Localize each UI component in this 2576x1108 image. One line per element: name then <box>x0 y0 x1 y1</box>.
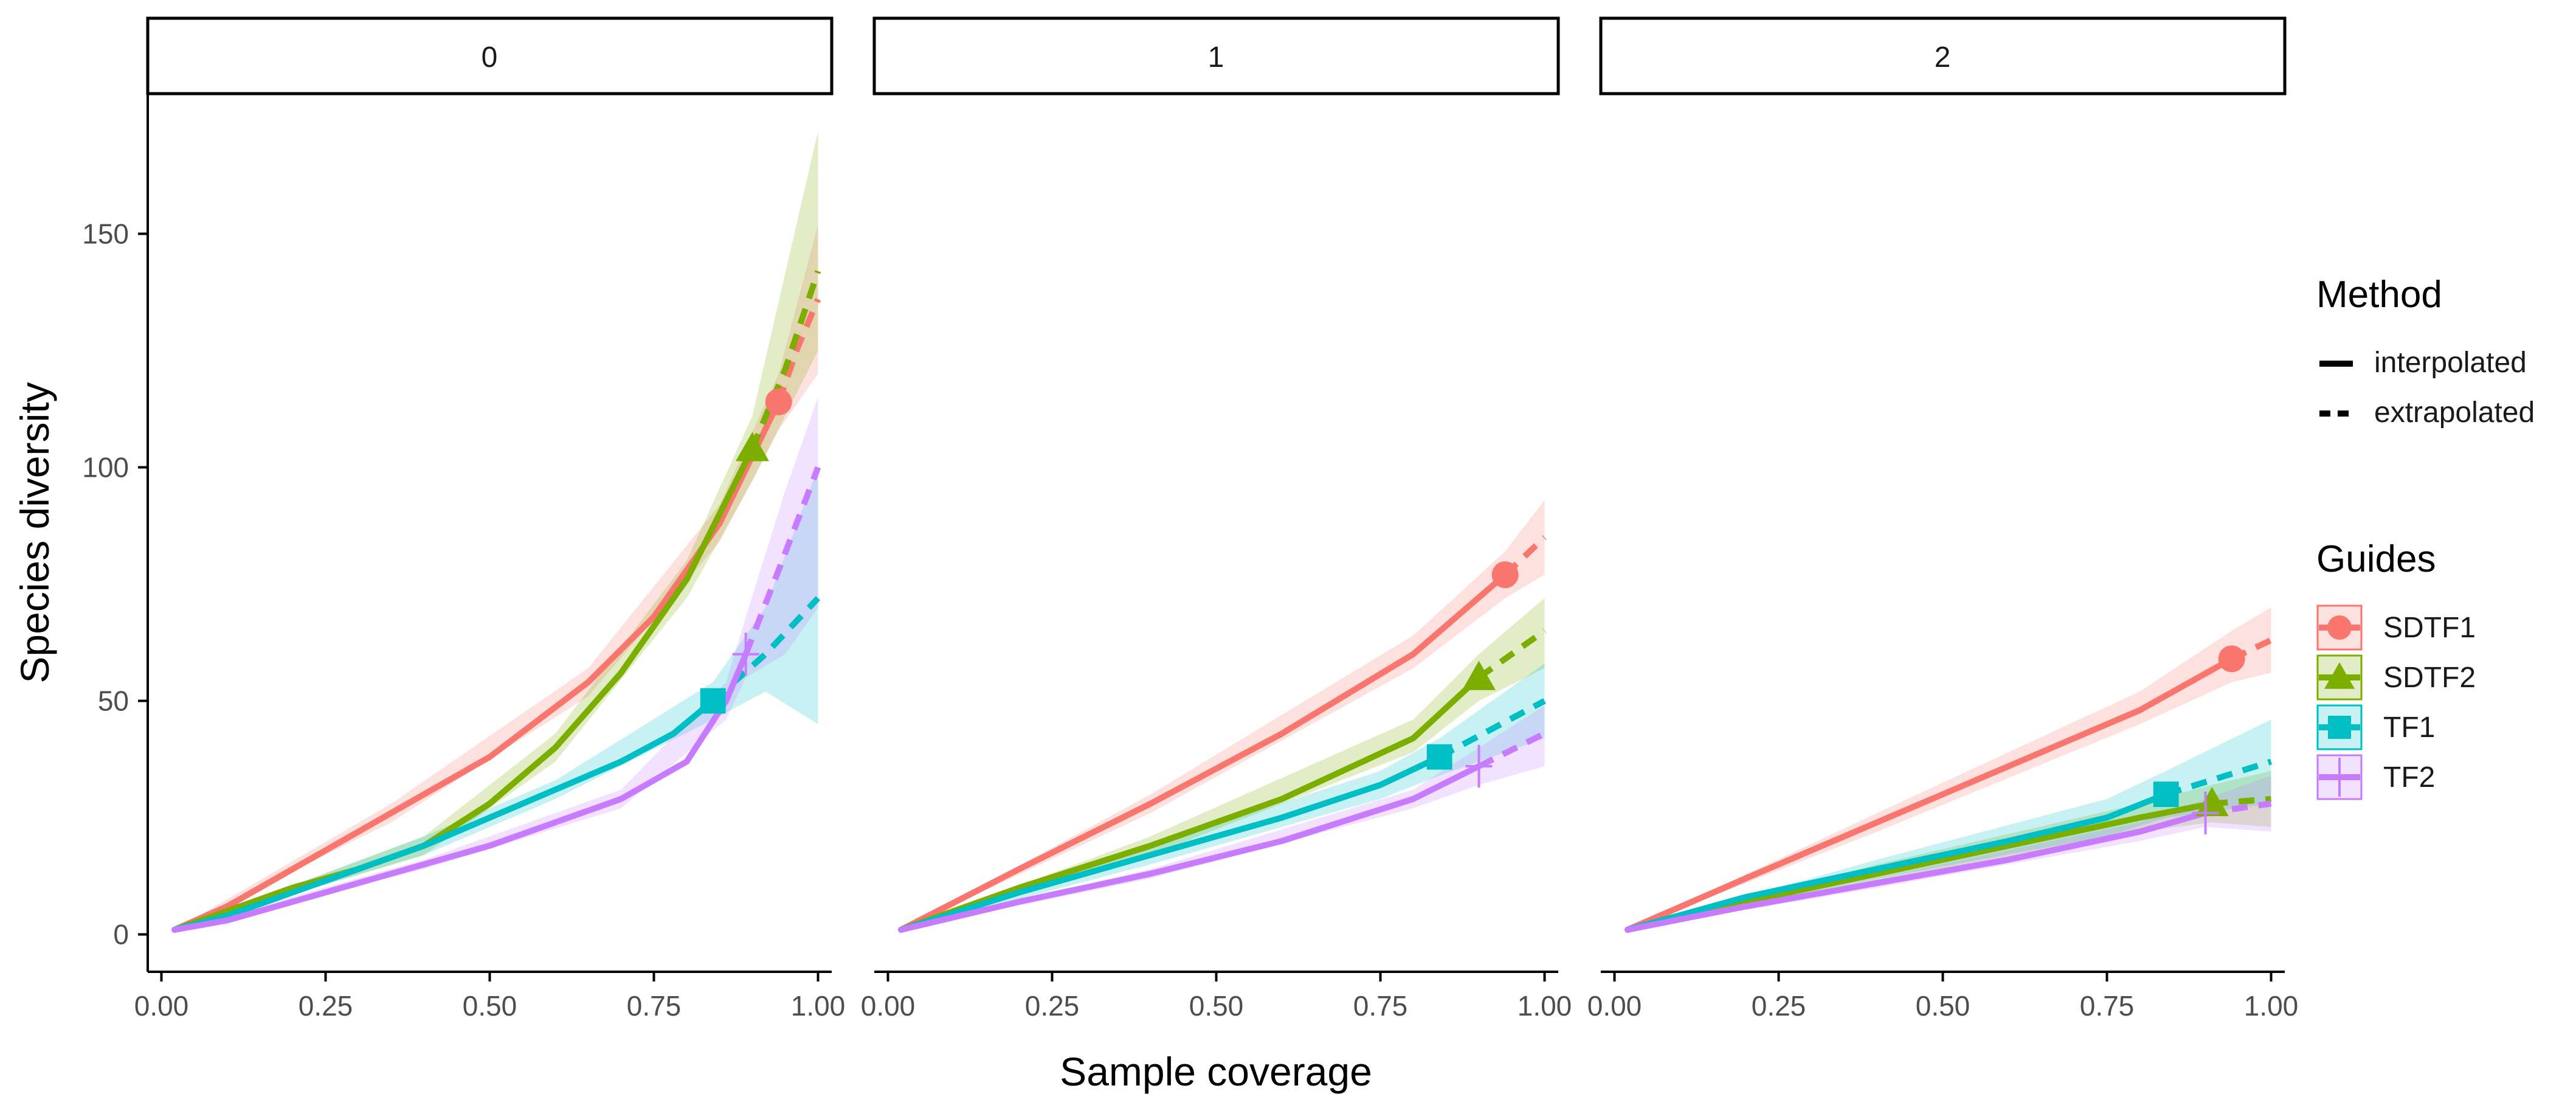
y-ticks-0: 0 50 100 150 <box>82 218 148 950</box>
x-tick-label-0-4: 1.00 <box>791 990 846 1022</box>
line-extrapolated-sdtf2-panel-1 <box>1477 628 1547 680</box>
facet-label-0: 0 <box>482 41 498 74</box>
facet-strip-0 <box>146 16 834 95</box>
y-tick-label-1: 50 <box>98 685 129 717</box>
x-ticks-0: 0.00 0.25 0.50 0.75 1.00 <box>134 972 846 1022</box>
panel-0: 0 0.00 0.25 0.50 0.75 1.00 0 50 100 150 <box>82 16 846 1022</box>
line-extrapolated-tf2-panel-1 <box>1477 730 1546 769</box>
ref-point-sdtf2-panel-1 <box>1462 660 1496 690</box>
legend-guides: Guides SDTF1 SDTF2 TF1 TF2 <box>2316 538 2476 800</box>
x-ticks-2: 0.00 0.25 0.50 0.75 1.00 <box>1587 972 2299 1022</box>
x-tick-label-2-2: 0.50 <box>1916 990 1970 1022</box>
legend-method-title: Method <box>2316 274 2442 316</box>
line-interpolated-sdtf1-panel-1 <box>898 572 1508 933</box>
line-interpolated-sdtf2-panel-1 <box>898 674 1482 933</box>
line-extrapolated-sdtf1-panel-0 <box>775 298 821 403</box>
ref-points-2 <box>2153 645 2245 835</box>
y-tick-label-2: 100 <box>82 451 129 483</box>
facet-label-2: 2 <box>1935 41 1951 74</box>
lines-1 <box>898 535 1547 933</box>
x-axis-title: Sample coverage <box>1060 1049 1372 1094</box>
band-tf1-panel-2 <box>1628 719 2271 930</box>
ref-point-tf2-panel-0 <box>732 632 759 676</box>
facet-label-1: 1 <box>1208 41 1224 74</box>
line-interpolated-sdtf2-panel-0 <box>171 445 756 933</box>
line-interpolated-tf2-panel-1 <box>898 763 1482 933</box>
ref-point-tf1-panel-2 <box>2153 781 2179 808</box>
ref-point-tf1-panel-0 <box>700 688 726 714</box>
legend-interpolated-label: interpolated <box>2374 347 2527 379</box>
legend-key-marker-sdtf2 <box>2324 662 2355 689</box>
legend-key-marker-tf1 <box>2328 716 2351 739</box>
lines-2 <box>1625 637 2273 933</box>
ref-point-tf2-panel-2 <box>2192 791 2219 835</box>
legend-key-marker-tf2 <box>2327 758 2352 797</box>
line-interpolated-tf1-panel-1 <box>898 753 1443 933</box>
legend-guides-title: Guides <box>2316 538 2436 580</box>
ref-point-sdtf2-panel-0 <box>736 432 769 462</box>
facet-strip-2 <box>1599 16 2287 95</box>
y-axis-title: Species diversity <box>12 382 57 683</box>
line-extrapolated-tf1-panel-1 <box>1438 698 1546 760</box>
x-tick-label-0-1: 0.25 <box>299 990 353 1022</box>
legend-key-marker-sdtf1 <box>2327 615 2352 640</box>
y-tick-label-3: 150 <box>82 218 129 249</box>
panel-2-plot <box>1625 607 2273 933</box>
x-tick-label-0-2: 0.50 <box>463 990 517 1022</box>
x-tick-label-1-0: 0.00 <box>861 990 916 1022</box>
line-interpolated-tf1-panel-0 <box>171 698 716 933</box>
x-tick-label-1-2: 0.50 <box>1189 990 1244 1022</box>
legend-extrapolated-label: extrapolated <box>2374 396 2535 429</box>
x-tick-label-2-3: 0.75 <box>2080 990 2135 1022</box>
x-tick-label-1-1: 0.25 <box>1025 990 1080 1022</box>
line-extrapolated-sdtf2-panel-0 <box>749 270 821 450</box>
x-tick-label-0-0: 0.00 <box>134 990 189 1022</box>
panel-2: 2 0.00 0.25 0.50 0.75 1.00 <box>1587 16 2299 1022</box>
line-interpolated-tf2-panel-0 <box>171 651 749 933</box>
ref-point-tf1-panel-1 <box>1426 744 1452 770</box>
ref-point-sdtf1-panel-2 <box>2218 645 2245 673</box>
x-tick-label-2-0: 0.00 <box>1587 990 1642 1022</box>
legend-guide-label-tf1: TF1 <box>2383 712 2435 744</box>
x-tick-label-2-4: 1.00 <box>2244 990 2299 1022</box>
ref-point-sdtf1-panel-0 <box>765 388 792 415</box>
x-tick-label-2-1: 0.25 <box>1752 990 1806 1022</box>
facet-strip-1 <box>872 16 1560 95</box>
panel-1: 1 0.00 0.25 0.50 0.75 1.00 <box>861 16 1572 1022</box>
line-extrapolated-tf1-panel-0 <box>711 596 821 704</box>
line-interpolated-sdtf2-panel-2 <box>1625 800 2215 933</box>
ref-point-tf2-panel-1 <box>1465 744 1493 788</box>
legend-guide-label-tf2: TF2 <box>2383 761 2435 794</box>
legend-guide-label-sdtf2: SDTF2 <box>2383 662 2476 694</box>
y-tick-label-0: 0 <box>113 919 129 950</box>
line-extrapolated-tf1-panel-2 <box>2165 758 2272 797</box>
line-extrapolated-sdtf2-panel-2 <box>2211 795 2271 807</box>
x-tick-label-1-4: 1.00 <box>1518 990 1572 1022</box>
x-ticks-1: 0.00 0.25 0.50 0.75 1.00 <box>861 972 1572 1022</box>
x-tick-label-0-3: 0.75 <box>627 990 682 1022</box>
ref-points-1 <box>1426 561 1519 788</box>
ref-points-0 <box>700 388 792 714</box>
line-extrapolated-tf2-panel-0 <box>743 466 821 656</box>
panel-1-plot <box>898 500 1547 933</box>
ref-point-sdtf1-panel-1 <box>1491 561 1519 589</box>
line-interpolated-tf1-panel-2 <box>1625 791 2169 933</box>
line-interpolated-sdtf1-panel-2 <box>1625 656 2235 933</box>
x-tick-label-1-3: 0.75 <box>1353 990 1408 1022</box>
legend-guide-label-sdtf1: SDTF1 <box>2383 612 2476 644</box>
legend-guides-keys <box>2316 604 2363 800</box>
line-interpolated-tf2-panel-2 <box>1625 809 2209 933</box>
band-tf1-panel-0 <box>174 467 818 930</box>
legend-method: Method interpolated extrapolated <box>2316 274 2535 429</box>
lines-0 <box>171 270 821 933</box>
ref-point-sdtf2-panel-2 <box>2195 786 2229 817</box>
panel-0-plot <box>171 131 821 933</box>
